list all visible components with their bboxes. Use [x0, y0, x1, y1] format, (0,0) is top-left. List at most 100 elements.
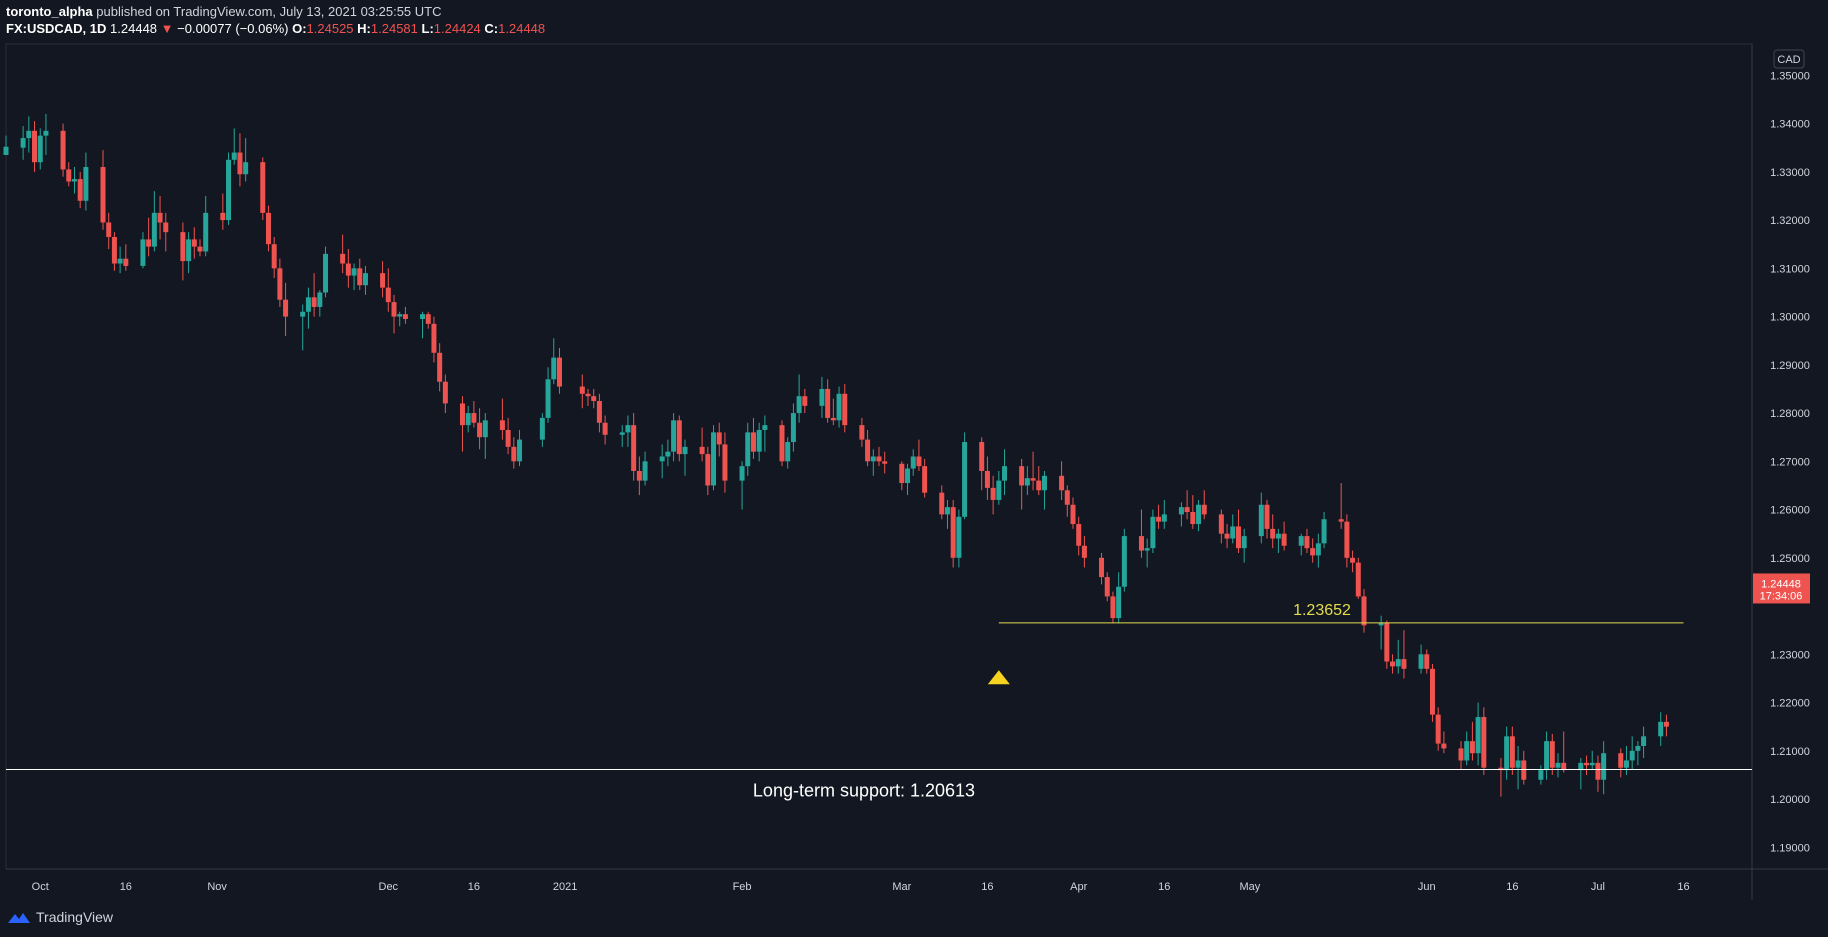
candle [1099, 552, 1105, 585]
candle [1201, 490, 1207, 520]
candle [556, 347, 562, 394]
candle [1429, 663, 1435, 722]
candle-body [1064, 490, 1070, 505]
candle [642, 451, 648, 486]
candle-body [882, 461, 888, 464]
candle-body [60, 130, 66, 170]
time-tick-label: May [1239, 881, 1260, 893]
price-axis[interactable]: 1.35000 1.34000 1.33000 1.32000 1.31000 1.300… [1770, 70, 1810, 854]
candle [830, 398, 836, 426]
candle-body [100, 167, 106, 223]
candle-body [1241, 536, 1247, 549]
candle-body [180, 232, 186, 262]
candle-body [37, 135, 43, 163]
candle-body [1036, 480, 1042, 491]
candle-body [420, 314, 426, 319]
candle [1658, 712, 1664, 746]
candle [191, 227, 197, 259]
candle [60, 123, 66, 177]
candle [1076, 516, 1082, 556]
candle-body [922, 466, 928, 493]
candle-body [716, 432, 722, 445]
candle [151, 191, 157, 252]
candle [825, 379, 831, 423]
candle [482, 413, 488, 459]
candle-body [71, 179, 77, 182]
candle [283, 282, 289, 336]
candle [1544, 731, 1550, 780]
candle-body [1464, 741, 1470, 761]
candle [870, 449, 876, 476]
candles-group [3, 113, 1669, 797]
candle [477, 408, 483, 450]
candle-body [545, 379, 551, 418]
candle [100, 150, 106, 230]
candle-body [962, 442, 968, 517]
candle [996, 470, 1002, 505]
candle [1224, 524, 1230, 549]
candle [1144, 538, 1150, 568]
candle-body [1258, 504, 1264, 537]
price-tick-label: 1.31000 [1770, 263, 1810, 275]
candle-body [362, 273, 368, 286]
currency-badge[interactable] [1773, 49, 1805, 69]
candle [1601, 741, 1607, 795]
candle-body [1070, 504, 1076, 525]
candle [300, 304, 306, 351]
candle [1116, 572, 1122, 623]
author-name[interactable]: toronto_alpha [6, 4, 93, 19]
candle [1230, 514, 1236, 544]
candle-body [32, 130, 38, 163]
candle-body [1190, 511, 1196, 525]
candle [1059, 461, 1065, 500]
candle [1070, 497, 1076, 529]
candle [1002, 449, 1008, 496]
candle [83, 152, 89, 211]
candle-body [551, 357, 557, 380]
candle [66, 162, 72, 187]
candle [802, 388, 808, 414]
candle-body [123, 258, 129, 266]
candle-body [1196, 504, 1202, 525]
candle-body [676, 420, 682, 455]
price-tick-label: 1.20000 [1770, 794, 1810, 806]
candle-body [499, 420, 505, 430]
candle-body [865, 439, 871, 462]
candle [676, 415, 682, 462]
candle-body [1116, 586, 1122, 619]
candle-body [237, 152, 243, 175]
candle-body [43, 130, 49, 136]
candle [796, 374, 802, 423]
candle-body [1264, 504, 1270, 529]
candle [682, 439, 688, 476]
bar-countdown: 17:34:06 [1760, 590, 1803, 602]
current-price-badge[interactable] [1753, 573, 1810, 604]
candle [140, 232, 146, 269]
candle [1475, 702, 1481, 766]
candle-body [1201, 504, 1207, 515]
candle-body [1361, 596, 1367, 626]
support-line-label: Long-term support: 1.20613 [753, 780, 975, 800]
candle-body [745, 432, 751, 467]
candle [43, 113, 49, 155]
candle [1218, 509, 1224, 544]
triangle-up-marker[interactable] [987, 670, 1010, 685]
candle [790, 403, 796, 452]
candle [203, 195, 209, 257]
candle-body [1138, 536, 1144, 551]
candle [1138, 509, 1144, 558]
candle [1469, 721, 1475, 761]
candle [220, 193, 226, 230]
price-tick-label: 1.27000 [1770, 456, 1810, 468]
time-axis[interactable]: Oct 16 Nov Dec 16 2021 Feb Mar 16 Apr 16 May Jun 16 Ju… [32, 881, 1690, 893]
symbol-name[interactable]: FX:USDCAD, 1D [6, 21, 107, 36]
candle-body [990, 487, 996, 500]
candle [950, 499, 956, 568]
candle [499, 398, 505, 440]
candle [123, 244, 129, 271]
candle [271, 236, 277, 278]
candle-body [1584, 762, 1590, 766]
candle [876, 446, 882, 467]
tradingview-logo[interactable]: TradingView [6, 909, 113, 925]
